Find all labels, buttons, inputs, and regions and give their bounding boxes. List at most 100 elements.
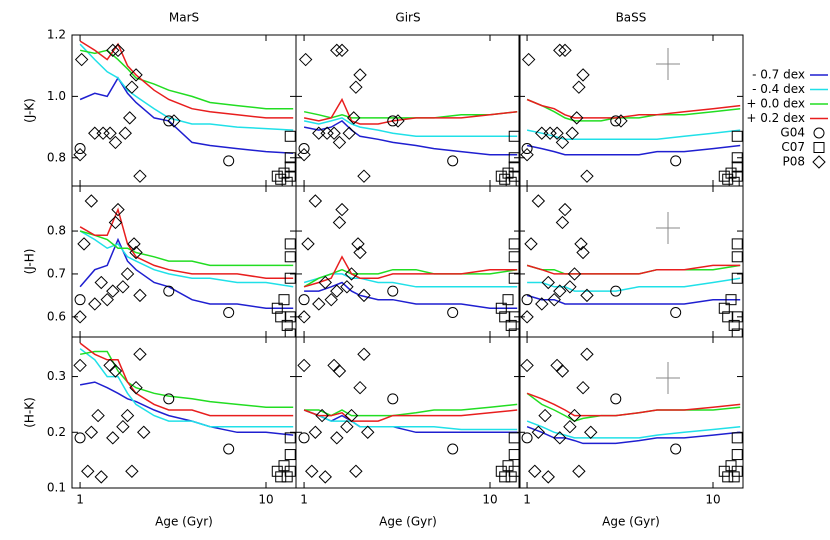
- legend-label: - 0.7 dex: [752, 68, 805, 82]
- marker-diamond: [74, 52, 89, 67]
- marker-circle: [447, 155, 459, 167]
- marker-diamond: [301, 237, 315, 251]
- marker-square: [731, 311, 743, 323]
- marker-diamond: [305, 464, 319, 478]
- y-axis-label: (J-H): [23, 249, 37, 275]
- marker-diamond: [308, 425, 323, 439]
- marker-diamond: [116, 280, 130, 294]
- model-line: [79, 49, 294, 110]
- marker-square: [728, 319, 740, 331]
- marker-circle: [813, 127, 825, 139]
- model-line: [79, 76, 294, 154]
- legend-label: C07: [781, 140, 805, 154]
- model-line: [527, 277, 741, 292]
- marker-diamond: [108, 215, 123, 230]
- x-axis-label: Age (Gyr): [155, 515, 213, 529]
- marker-diamond: [129, 245, 143, 260]
- marker-diamond: [574, 237, 588, 251]
- marker-diamond: [91, 408, 105, 423]
- marker-diamond: [576, 245, 590, 260]
- marker-diamond: [531, 194, 546, 208]
- x-tick-label: 1: [523, 493, 531, 507]
- marker-diamond: [528, 464, 542, 478]
- column-title: BaSS: [616, 11, 647, 25]
- marker-diamond: [584, 425, 598, 439]
- marker-diamond: [111, 202, 125, 217]
- marker-circle: [298, 294, 310, 306]
- marker-circle: [223, 443, 235, 455]
- marker-square: [731, 328, 743, 337]
- marker-diamond: [118, 126, 132, 140]
- marker-diamond: [297, 358, 311, 373]
- panel-frame: [295, 185, 521, 338]
- marker-diamond: [580, 169, 594, 183]
- x-axis-label: Age (Gyr): [602, 515, 660, 529]
- panel-frame: [518, 336, 744, 489]
- marker-square: [284, 152, 296, 164]
- marker-circle: [670, 307, 682, 319]
- legend-label: G04: [780, 126, 805, 140]
- marker-diamond: [312, 297, 326, 311]
- marker-square: [718, 170, 730, 182]
- marker-diamond: [553, 284, 567, 298]
- x-tick-label: 10: [705, 493, 720, 507]
- y-tick-label: 1.2: [47, 28, 66, 42]
- marker-diamond: [327, 126, 341, 140]
- marker-diamond: [332, 135, 347, 150]
- marker-circle: [447, 307, 459, 319]
- model-line: [526, 420, 741, 439]
- marker-diamond: [550, 358, 564, 373]
- marker-diamond: [88, 126, 102, 140]
- marker-square: [275, 471, 287, 483]
- marker-diamond: [576, 68, 590, 82]
- x-tick-label: 10: [482, 493, 497, 507]
- marker-diamond: [318, 470, 332, 484]
- marker-diamond: [73, 358, 87, 373]
- panel-content: [297, 347, 520, 484]
- marker-square: [731, 130, 743, 142]
- model-line: [79, 381, 294, 436]
- marker-diamond: [108, 135, 123, 150]
- marker-diamond: [347, 111, 361, 125]
- marker-square: [731, 465, 743, 477]
- marker-square: [731, 161, 743, 173]
- marker-diamond: [541, 470, 555, 484]
- marker-circle: [298, 143, 310, 155]
- marker-diamond: [81, 464, 95, 478]
- marker-square: [284, 465, 296, 477]
- model-line: [79, 342, 294, 417]
- marker-square: [813, 142, 825, 153]
- marker-square: [284, 170, 296, 182]
- marker-circle: [74, 432, 86, 444]
- marker-circle: [610, 285, 622, 297]
- marker-diamond: [340, 280, 354, 294]
- marker-diamond: [572, 464, 586, 478]
- marker-diamond: [106, 284, 120, 298]
- marker-diamond: [332, 215, 347, 230]
- marker-diamond: [344, 267, 359, 281]
- marker-square: [508, 449, 520, 461]
- marker-diamond: [298, 52, 313, 67]
- marker-square: [281, 319, 293, 331]
- marker-square: [505, 319, 517, 331]
- marker-diamond: [73, 147, 87, 162]
- marker-diamond: [570, 111, 584, 125]
- marker-diamond: [123, 111, 137, 125]
- marker-square: [284, 130, 296, 142]
- marker-diamond: [88, 297, 102, 311]
- model-line: [79, 40, 294, 119]
- marker-diamond: [330, 431, 344, 445]
- column-title: MarS: [169, 11, 199, 25]
- legend-label: + 0.0 dex: [746, 97, 805, 111]
- marker-diamond: [541, 275, 555, 290]
- marker-square: [495, 302, 507, 314]
- marker-square: [499, 173, 511, 185]
- marker-diamond: [555, 215, 570, 230]
- panel-content: [73, 40, 296, 186]
- marker-diamond: [357, 169, 371, 183]
- model-line: [79, 237, 294, 310]
- marker-circle: [521, 294, 533, 306]
- marker-diamond: [353, 380, 367, 395]
- marker-square: [271, 302, 283, 314]
- marker-diamond: [547, 292, 561, 307]
